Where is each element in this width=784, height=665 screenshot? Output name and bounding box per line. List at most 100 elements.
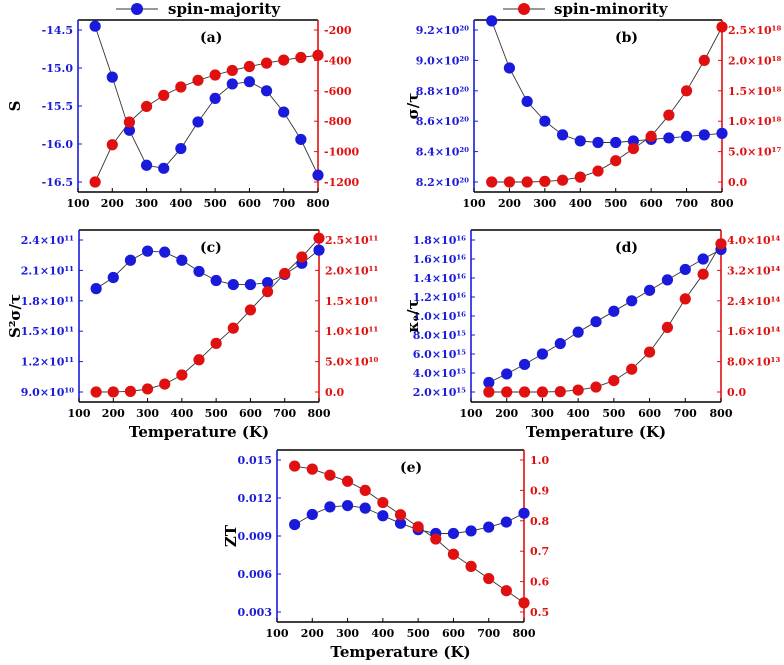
- data-point-minority: [158, 89, 170, 101]
- data-point-minority: [341, 475, 354, 487]
- left-y-tick-label: 1.8×10¹⁶: [413, 234, 466, 247]
- data-point-majority: [501, 368, 513, 380]
- right-y-tick-label: -1000: [324, 146, 360, 159]
- panel-label: (e): [400, 460, 422, 476]
- left-y-tick-label: 2.0×10¹⁵: [413, 386, 466, 399]
- data-point-minority: [483, 386, 495, 398]
- data-point-minority: [107, 386, 119, 398]
- data-point-majority: [243, 76, 256, 88]
- x-tick-label: 400: [569, 197, 592, 210]
- data-point-majority: [521, 95, 533, 108]
- data-point-majority: [306, 508, 318, 521]
- data-point-minority: [501, 386, 513, 398]
- left-y-tick-label: 8.4×10²⁰: [416, 146, 469, 159]
- data-point-majority: [698, 129, 710, 141]
- data-point-majority: [341, 500, 354, 512]
- x-tick-label: 300: [533, 197, 556, 210]
- data-point-minority: [663, 109, 675, 121]
- x-tick-label: 200: [498, 197, 521, 210]
- y-axis-label: ZT: [222, 524, 240, 547]
- x-tick-label: 600: [640, 197, 663, 210]
- x-tick-label: 100: [460, 407, 483, 420]
- left-y-tick-label: 8.8×10²⁰: [416, 85, 469, 98]
- data-point-majority: [556, 129, 569, 141]
- data-point-minority: [412, 521, 424, 533]
- x-tick-label: 600: [442, 627, 465, 640]
- data-point-majority: [486, 15, 498, 27]
- data-point-minority: [500, 585, 512, 597]
- x-tick-label: 500: [604, 197, 627, 210]
- y-axis-label: σ/τ: [404, 93, 422, 120]
- data-point-majority: [590, 316, 602, 328]
- data-point-minority: [447, 548, 460, 560]
- data-point-minority: [556, 174, 569, 186]
- left-y-tick-label: 1.5×10¹¹: [21, 325, 74, 338]
- left-y-tick-label: -16.0: [42, 138, 74, 151]
- data-point-minority: [643, 346, 656, 358]
- data-point-majority: [592, 136, 604, 149]
- data-point-majority: [643, 284, 656, 296]
- data-point-majority: [107, 271, 119, 284]
- data-point-majority: [141, 245, 154, 257]
- data-point-majority: [483, 521, 495, 533]
- right-y-tick-label: 0.7: [530, 545, 549, 558]
- data-point-minority: [210, 337, 222, 349]
- x-tick-label: 400: [169, 197, 192, 210]
- right-y-tick-label: 3.2×10¹⁴: [727, 264, 780, 277]
- x-tick-label: 500: [205, 407, 228, 420]
- x-tick-label: 600: [238, 197, 261, 210]
- data-point-majority: [106, 71, 118, 83]
- legend-minority-label: spin-minority: [554, 0, 669, 18]
- data-point-majority: [697, 253, 709, 265]
- data-point-minority: [296, 251, 308, 263]
- x-tick-label: 800: [711, 197, 734, 210]
- data-point-majority: [260, 85, 273, 97]
- data-point-majority: [608, 305, 620, 317]
- series-line-majority: [491, 20, 723, 143]
- right-y-tick-label: 4.0×10¹⁴: [727, 234, 780, 247]
- right-y-tick-label: -400: [324, 54, 352, 67]
- right-y-tick-label: 0.0: [727, 386, 746, 399]
- left-y-tick-label: 8.2×10²⁰: [416, 176, 469, 189]
- left-y-tick-label: 8.0×10¹⁵: [413, 329, 466, 342]
- data-point-minority: [140, 100, 153, 113]
- panel-d: 100 200 300 400 500 600 700 800 2.0×10¹⁵ 4.0×10¹⁵…: [404, 229, 780, 441]
- x-tick-label: 400: [371, 627, 394, 640]
- data-point-minority: [377, 496, 389, 509]
- x-tick-label: 400: [170, 407, 193, 420]
- data-point-majority: [539, 115, 551, 127]
- data-point-minority: [592, 165, 604, 177]
- panel-c: 100 200 300 400 500 600 700 800 9.0×10¹⁰ 1.2×10¹¹…: [6, 229, 378, 441]
- x-tick-label: 700: [674, 407, 697, 420]
- x-tick-label: 200: [495, 407, 518, 420]
- data-point-majority: [226, 78, 238, 90]
- left-y-tick-label: 6.0×10¹⁵: [413, 348, 466, 361]
- x-tick-label: 100: [463, 197, 486, 210]
- x-tick-label: 200: [102, 407, 125, 420]
- data-point-majority: [295, 133, 307, 146]
- right-y-tick-label: 1.6×10¹⁴: [727, 325, 780, 338]
- right-y-tick-label: 0.0: [728, 176, 747, 189]
- data-point-majority: [123, 124, 136, 136]
- right-y-tick-label: -800: [324, 115, 352, 128]
- data-point-minority: [518, 386, 531, 398]
- right-y-tick-label: 0.8: [530, 515, 549, 528]
- right-y-tick-label: -1200: [324, 176, 360, 189]
- data-point-minority: [554, 386, 566, 398]
- data-point-majority: [124, 254, 137, 266]
- data-point-minority: [175, 81, 187, 93]
- data-point-majority: [465, 525, 477, 537]
- data-point-minority: [645, 130, 657, 142]
- data-point-minority: [90, 386, 102, 398]
- panel-b: 100 200 300 400 500 600 700 800 8.2×10²⁰ 8.4×10²⁰…: [404, 15, 781, 210]
- right-y-tick-label: 5.0×10¹⁷: [728, 146, 781, 159]
- right-y-tick-label: 0.9: [530, 484, 549, 497]
- panel-label: (c): [200, 240, 222, 256]
- data-point-minority: [572, 384, 584, 396]
- legend-minority-marker: [518, 3, 530, 15]
- x-tick-label: 500: [407, 627, 430, 640]
- data-point-minority: [465, 560, 477, 573]
- data-point-minority: [627, 142, 640, 155]
- data-point-majority: [574, 135, 586, 147]
- data-point-minority: [279, 267, 291, 280]
